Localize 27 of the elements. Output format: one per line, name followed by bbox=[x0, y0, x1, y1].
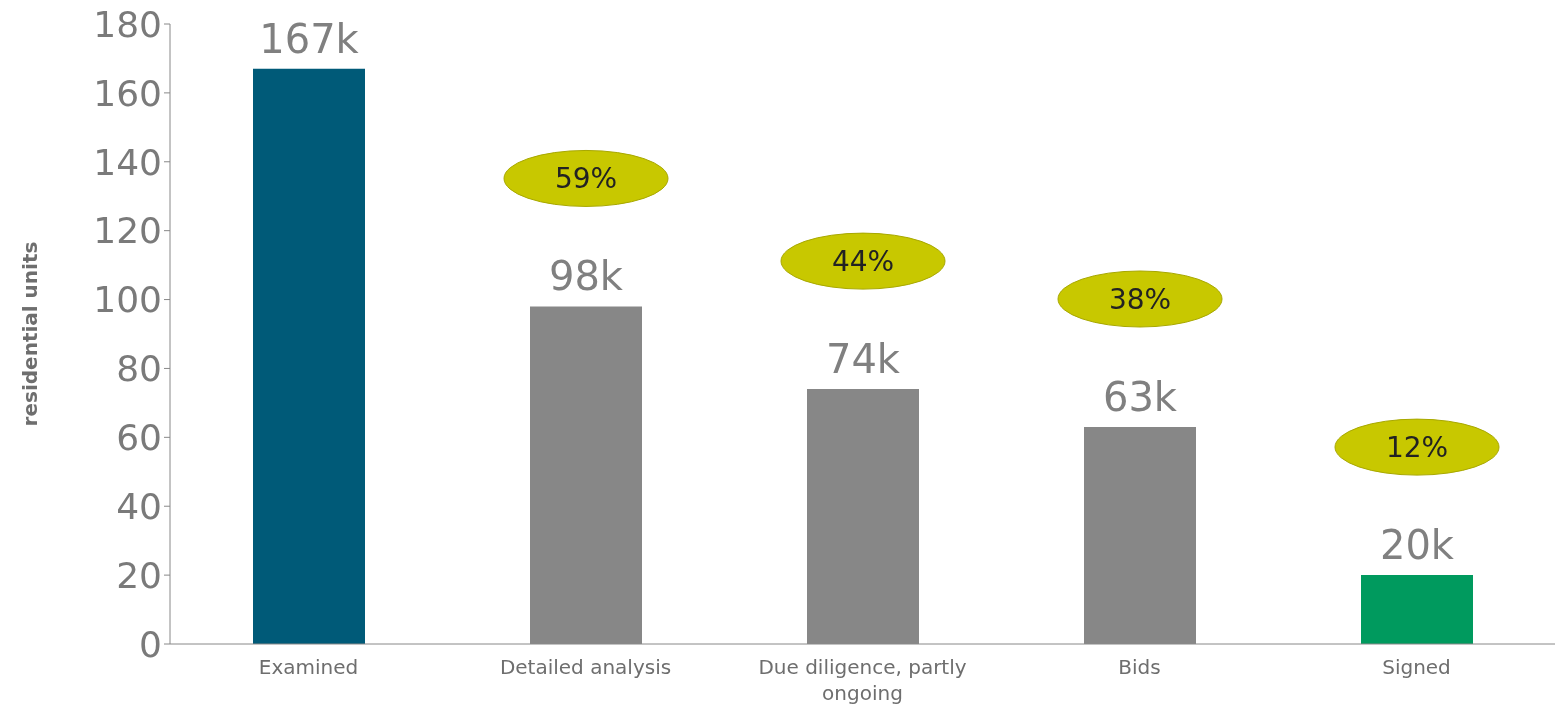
data-label: 74k bbox=[825, 336, 901, 383]
y-tick-label: 80 bbox=[116, 348, 162, 390]
annotation: 59% bbox=[554, 162, 618, 196]
annotation: 44% bbox=[831, 245, 895, 279]
y-tick-label: 120 bbox=[93, 210, 162, 252]
x-tick-label: Signed bbox=[1382, 655, 1451, 679]
y-tick-label: 0 bbox=[139, 623, 162, 665]
annotation: 38% bbox=[1108, 283, 1172, 316]
data-label: 98k bbox=[548, 253, 624, 300]
bar bbox=[1361, 575, 1473, 644]
y-axis-title: residential units bbox=[18, 241, 43, 427]
bar bbox=[253, 68, 365, 644]
y-tick-label: 60 bbox=[116, 417, 162, 459]
x-tick-label: Due diligence, partly ongoing bbox=[758, 655, 967, 705]
y-tick-label: 140 bbox=[93, 141, 162, 183]
y-tick-label: 180 bbox=[93, 3, 162, 45]
data-label: 63k bbox=[1102, 374, 1178, 420]
y-tick-label: 160 bbox=[93, 72, 162, 114]
annotation: 12% bbox=[1385, 431, 1449, 465]
x-tick-label: Detailed analysis bbox=[499, 655, 672, 679]
data-label: 167k bbox=[259, 15, 360, 62]
x-tick-label: Examined bbox=[258, 655, 359, 679]
y-tick-label: 100 bbox=[93, 279, 162, 321]
y-tick-label: 40 bbox=[116, 486, 162, 527]
data-label: 20k bbox=[1379, 522, 1455, 569]
y-tick-label: 20 bbox=[116, 554, 162, 596]
x-tick-label: Bids bbox=[1118, 655, 1161, 679]
